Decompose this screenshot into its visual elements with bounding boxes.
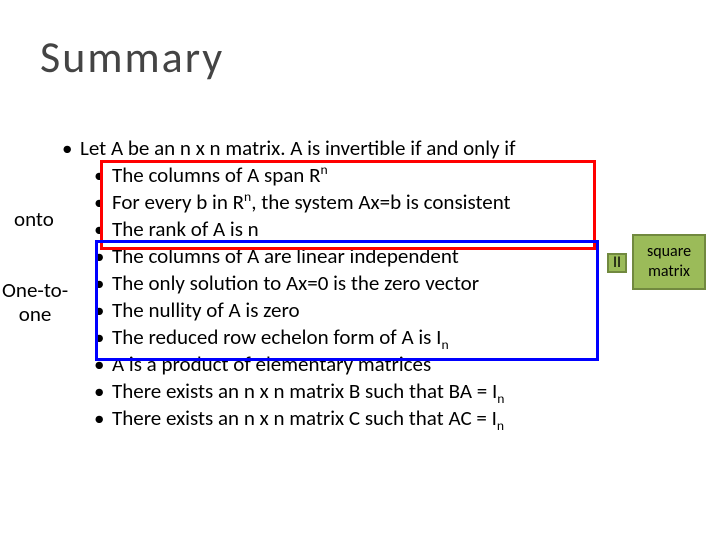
equals-icon: II	[607, 253, 627, 273]
square-matrix-box: square matrix	[632, 234, 706, 290]
one-to-one-group-box	[95, 240, 599, 361]
oneto-line1: One-to-	[2, 277, 68, 303]
one-to-one-label: One-to- one	[2, 278, 68, 326]
oneto-line2: one	[19, 301, 52, 327]
square-matrix-l1: square	[647, 242, 691, 261]
sub-bullet-8: There exists an n x n matrix B such that…	[62, 378, 622, 405]
equals-text: II	[613, 253, 621, 273]
lead-bullet: •Let A be an n x n matrix. A is invertib…	[62, 135, 622, 162]
sub-bullet-9: There exists an n x n matrix C such that…	[62, 405, 622, 432]
lead-text: Let A be an n x n matrix. A is invertibl…	[80, 135, 516, 161]
slide: Summary •Let A be an n x n matrix. A is …	[0, 0, 720, 540]
square-matrix-l2: matrix	[648, 262, 690, 281]
slide-title: Summary	[40, 30, 224, 84]
onto-label: onto	[14, 206, 54, 232]
onto-group-box	[100, 160, 596, 250]
